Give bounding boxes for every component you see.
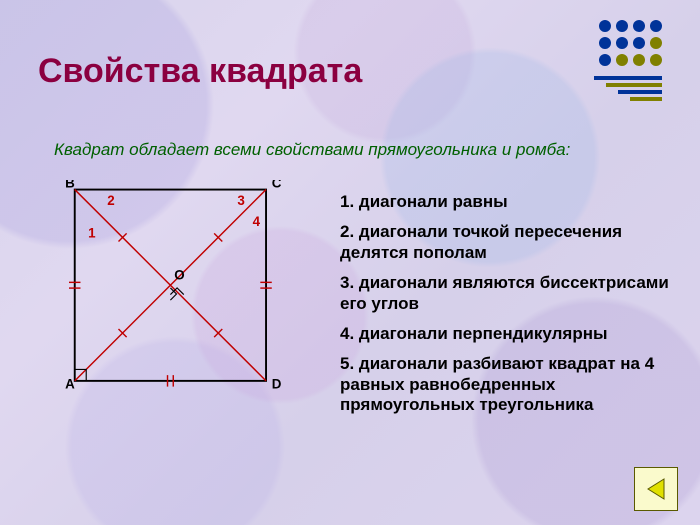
decor-dot [650, 54, 662, 66]
page-title: Свойства квадрата [38, 52, 362, 91]
decor-dot [616, 37, 628, 49]
decor-dot [633, 20, 645, 32]
decor-bar [594, 76, 662, 80]
property-item: 3. диагонали являются биссектрисами его … [340, 273, 680, 314]
svg-text:4: 4 [253, 214, 261, 229]
decor-dot [633, 54, 645, 66]
decor-dots [599, 20, 662, 66]
decor-dot [599, 54, 611, 66]
square-diagram: A B C D O 1 2 34 [54, 180, 304, 400]
svg-text:O: O [174, 267, 184, 282]
decor-bar [618, 90, 662, 94]
decor-bar [606, 83, 662, 87]
page-subtitle: Квадрат обладает всеми свойствами прямоу… [54, 140, 570, 160]
svg-text:D: D [272, 377, 282, 392]
properties-list: 1. диагонали равны 2. диагонали точкой пе… [340, 192, 680, 426]
decor-dot [616, 20, 628, 32]
back-button[interactable] [634, 467, 678, 511]
decor-bar [630, 97, 662, 101]
decor-dot [650, 37, 662, 49]
svg-text:1: 1 [88, 225, 96, 240]
svg-text:2: 2 [107, 193, 114, 208]
back-arrow-icon [642, 475, 670, 503]
decor-bars [594, 76, 662, 101]
svg-text:A: A [65, 377, 75, 392]
decor-dot [599, 20, 611, 32]
decor-dot [633, 37, 645, 49]
property-item: 4. диагонали перпендикулярны [340, 324, 680, 344]
svg-text:3: 3 [237, 193, 244, 208]
property-item: 1. диагонали равны [340, 192, 680, 212]
decor-dot [650, 20, 662, 32]
decor-dot [616, 54, 628, 66]
property-item: 2. диагонали точкой пересечения делятся … [340, 222, 680, 263]
decor-dot [599, 37, 611, 49]
property-item: 5. диагонали разбивают квадрат на 4 равн… [340, 354, 680, 415]
svg-text:B: B [65, 180, 75, 191]
svg-text:C: C [272, 180, 282, 191]
